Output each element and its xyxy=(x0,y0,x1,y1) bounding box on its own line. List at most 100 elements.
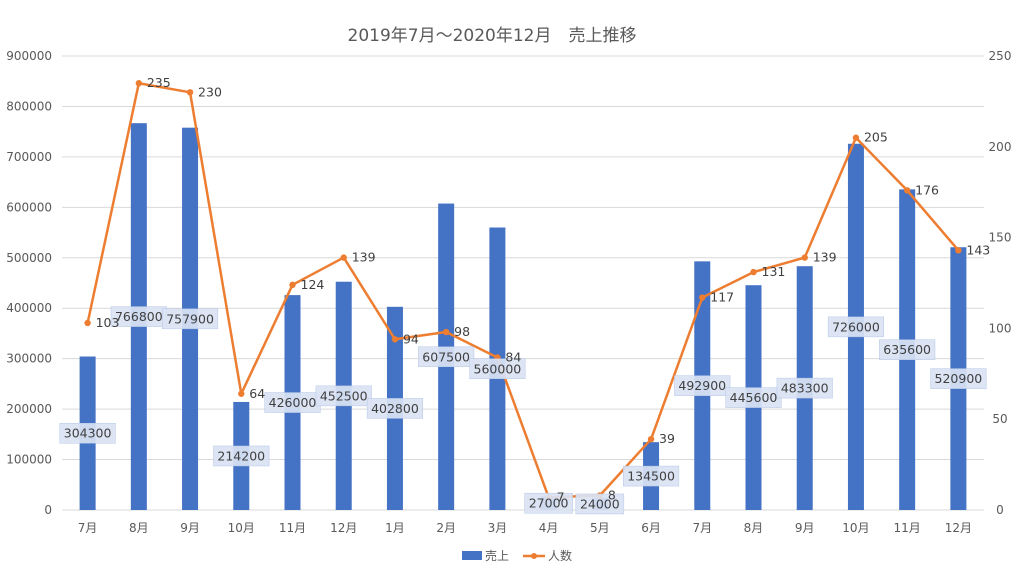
line-data-label: 7 xyxy=(557,489,565,504)
left-tick-label: 700000 xyxy=(6,150,52,164)
right-tick-label: 150 xyxy=(989,231,1012,245)
bar-label-box xyxy=(524,492,573,514)
left-axis: 0 100000 200000 300000 400000 500000 600000 700… xyxy=(6,49,52,517)
right-tick-label: 50 xyxy=(992,412,1007,426)
left-tick-label: 100000 xyxy=(6,453,52,467)
bar-data-label: 134500 xyxy=(623,465,680,487)
line-data-label: 103 xyxy=(96,315,120,330)
bar-label-box xyxy=(930,368,987,389)
line-data-label: 94 xyxy=(403,331,419,346)
people-point xyxy=(84,319,91,327)
x-tick-label: 10月 xyxy=(842,521,869,535)
people-point xyxy=(699,294,706,301)
bar-data-label: 520900 xyxy=(930,368,987,389)
people-point xyxy=(186,89,194,96)
bar-label-box xyxy=(469,358,526,380)
bar-label-box xyxy=(623,465,680,487)
people-point xyxy=(955,247,962,254)
right-tick-label: 0 xyxy=(996,503,1004,517)
x-tick-label: 10月 xyxy=(228,521,255,535)
legend-sales-label: 売上 xyxy=(485,548,509,563)
left-tick-label: 200000 xyxy=(6,402,52,416)
bar-label-text: 483300 xyxy=(781,381,829,396)
bar-label-box xyxy=(879,339,936,360)
left-tick-label: 900000 xyxy=(6,49,52,63)
line-data-label: 205 xyxy=(864,130,888,145)
x-tick-label: 8月 xyxy=(744,521,764,535)
bar-label-box xyxy=(418,346,475,368)
bar-label-text: 560000 xyxy=(474,361,522,376)
x-tick-label: 2月 xyxy=(436,521,456,535)
people-point xyxy=(750,268,757,276)
bar-label-box xyxy=(213,445,270,467)
left-tick-label: 800000 xyxy=(6,99,52,113)
right-tick-label: 200 xyxy=(989,140,1012,154)
x-tick-label: 7月 xyxy=(692,521,712,535)
bar-data-label: 766800 xyxy=(110,306,167,327)
bar-label-text: 24000 xyxy=(580,496,620,511)
x-tick-label: 7月 xyxy=(78,521,98,535)
left-tick-label: 0 xyxy=(44,503,52,517)
x-tick-label: 4月 xyxy=(539,521,559,535)
bar-data-label: 560000 xyxy=(469,358,526,380)
people-point xyxy=(238,390,245,397)
people-line xyxy=(86,81,960,499)
line-data-label: 230 xyxy=(198,84,222,99)
line-data-label: 39 xyxy=(659,431,675,446)
bar-label-text: 445600 xyxy=(730,390,778,405)
line-data-label: 235 xyxy=(147,75,171,90)
bar-data-label: 607500 xyxy=(418,346,475,368)
left-tick-label: 500000 xyxy=(6,251,52,265)
bar-data-label: 452500 xyxy=(315,385,372,407)
bar-label-box xyxy=(366,398,423,419)
line-data-label: 139 xyxy=(352,250,376,265)
left-tick-label: 300000 xyxy=(6,352,52,366)
line-data-labels: 103 235 230 64 124 139 94 98 84 7 8 39 117 131 139 205 1… xyxy=(96,75,991,504)
x-tick-label: 9月 xyxy=(795,521,815,535)
x-tick-label: 11月 xyxy=(894,521,921,535)
bar-label-text: 635600 xyxy=(883,342,931,357)
people-point xyxy=(135,80,143,87)
bar-label-box xyxy=(162,308,219,330)
right-axis: 0 50 100 150 200 250 xyxy=(989,49,1012,517)
bar-label-text: 426000 xyxy=(269,395,317,410)
bar-data-labels: 304300 766800 757900 214200 426000 4525004028… xyxy=(59,306,987,515)
line-data-label: 176 xyxy=(915,182,939,197)
legend-people-marker xyxy=(531,553,537,559)
line-data-label: 98 xyxy=(454,324,470,339)
people-point xyxy=(852,134,860,141)
legend-sales-swatch xyxy=(462,551,482,560)
x-tick-label: 12月 xyxy=(945,521,972,535)
bar-label-text: 766800 xyxy=(115,309,163,324)
people-point xyxy=(442,328,450,336)
bar-label-text: 492900 xyxy=(678,378,726,393)
bar-data-label: 402800 xyxy=(366,398,423,419)
x-tick-label: 3月 xyxy=(488,521,508,535)
bar-label-box xyxy=(776,377,833,399)
bar-data-label: 304300 xyxy=(59,422,116,444)
bar-label-text: 452500 xyxy=(320,388,368,403)
x-tick-label: 12月 xyxy=(330,521,357,535)
people-point xyxy=(903,187,911,194)
bar-data-label: 635600 xyxy=(879,339,936,360)
gridlines xyxy=(62,55,984,511)
bar-data-label: 445600 xyxy=(725,387,782,408)
bar-label-box xyxy=(827,316,884,338)
people-point xyxy=(289,281,296,289)
bar-label-box xyxy=(575,493,625,515)
bar-data-label: 214200 xyxy=(213,445,270,467)
bar-label-text: 520900 xyxy=(935,371,983,386)
left-tick-label: 600000 xyxy=(6,200,52,214)
bar-label-text: 757900 xyxy=(166,311,214,326)
line-data-label: 64 xyxy=(249,386,265,401)
x-axis: 7月 8月 9月 10月 11月 12月 1月 2月 3月 4月 5月 6月 7月 8月 9月 10月 11月 1… xyxy=(78,521,972,535)
right-tick-label: 250 xyxy=(989,49,1012,63)
x-tick-label: 1月 xyxy=(385,521,405,535)
line-data-label: 139 xyxy=(813,250,837,265)
bar-data-label: 757900 xyxy=(162,308,219,330)
bar-label-box xyxy=(674,375,731,396)
line-data-label: 84 xyxy=(505,349,521,364)
bar-data-label: 24000 xyxy=(575,493,625,515)
